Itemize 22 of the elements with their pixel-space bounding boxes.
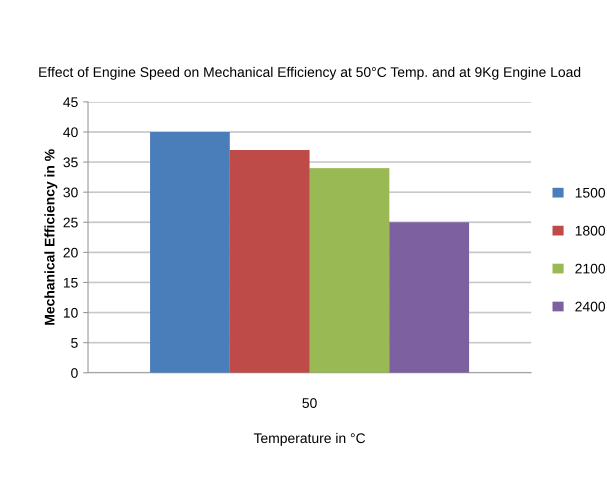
legend-label: 2400 bbox=[575, 302, 606, 312]
y-tick-label: 10 bbox=[64, 308, 78, 318]
bar bbox=[230, 150, 310, 373]
bar bbox=[150, 132, 230, 373]
bar bbox=[389, 222, 470, 373]
y-tick-label: 40 bbox=[63, 127, 78, 138]
bar bbox=[310, 168, 390, 373]
y-axis-title: Mechanical Efficiency in % bbox=[44, 149, 58, 325]
y-tick-label: 20 bbox=[64, 248, 78, 258]
x-tick-label: 50 bbox=[302, 398, 317, 408]
y-tick-label: 5 bbox=[71, 338, 78, 348]
y-tick-label: 30 bbox=[63, 188, 78, 198]
y-tick-label: 25 bbox=[64, 218, 78, 228]
y-tick-label: 35 bbox=[63, 157, 78, 168]
y-tick-label: 15 bbox=[64, 278, 78, 288]
legend-label: 2100 bbox=[575, 264, 606, 274]
y-tick-label: 45 bbox=[63, 97, 78, 108]
y-tick-label: 0 bbox=[71, 368, 78, 378]
chart-title: Effect of Engine Speed on Mechanical Efficiency at 50°C Temp. and at 9Kg Engine Load bbox=[39, 66, 580, 80]
legend-label: 1800 bbox=[576, 226, 606, 236]
x-axis-title: Temperature in °C bbox=[254, 432, 366, 446]
legend-label: 1500 bbox=[576, 188, 606, 198]
